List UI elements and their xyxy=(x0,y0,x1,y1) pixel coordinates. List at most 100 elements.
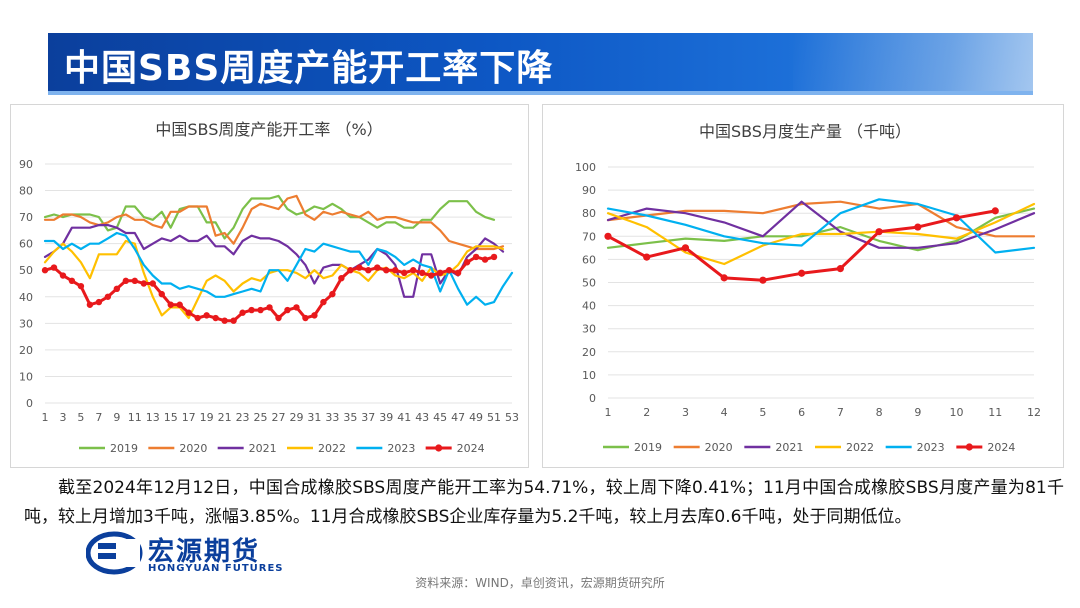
y-tick-label: 60 xyxy=(582,253,596,266)
data-point-2024 xyxy=(311,312,318,319)
data-point-2024 xyxy=(194,314,201,322)
legend-label-2021: 2021 xyxy=(775,441,803,454)
y-tick-label: 70 xyxy=(582,230,596,243)
y-tick-label: 20 xyxy=(19,344,33,357)
data-point-2024 xyxy=(320,298,327,306)
x-tick-label: 51 xyxy=(487,411,501,424)
x-tick-label: 8 xyxy=(876,406,883,419)
x-tick-label: 49 xyxy=(469,411,483,424)
x-tick-label: 35 xyxy=(343,411,357,424)
data-point-2024 xyxy=(875,228,883,236)
data-point-2024 xyxy=(77,282,85,290)
legend-label-2021: 2021 xyxy=(249,442,277,455)
data-point-2024 xyxy=(284,306,291,314)
y-tick-label: 10 xyxy=(19,370,33,383)
data-point-2024 xyxy=(122,277,130,285)
series-line-2020 xyxy=(43,194,505,251)
x-tick-label: 1 xyxy=(605,406,612,419)
data-point-2024 xyxy=(167,301,174,308)
data-point-2024 xyxy=(759,276,767,284)
x-tick-label: 9 xyxy=(914,406,921,419)
legend-label-2022: 2022 xyxy=(318,442,346,455)
data-point-2024 xyxy=(275,314,282,322)
x-tick-label: 3 xyxy=(682,406,689,419)
title-banner: 中国SBS周度产能开工率下降 xyxy=(48,33,1033,95)
data-point-2024 xyxy=(914,223,922,231)
company-logo: 宏源期货 HONGYUAN FUTURES xyxy=(86,531,316,575)
summary-text: 截至2024年12月12日，中国合成橡胶SBS周度产能开工率为54.71%，较上… xyxy=(24,478,1064,527)
data-point-2024 xyxy=(176,301,183,308)
weekly-utilization-chart: 中国SBS周度产能开工率 （%） 0 10 20 30 40 50 60 70 80 90 1 3 5 7 9… xyxy=(10,104,529,468)
x-tick-label: 13 xyxy=(146,411,160,424)
y-tick-label: 30 xyxy=(582,323,596,336)
x-tick-label: 7 xyxy=(95,411,102,424)
data-point-2024 xyxy=(410,267,417,274)
y-tick-label: 50 xyxy=(582,277,596,290)
data-point-2024 xyxy=(104,293,112,300)
x-tick-label: 45 xyxy=(433,411,447,424)
data-point-2024 xyxy=(392,267,399,274)
banner-underline xyxy=(48,91,1033,95)
data-point-2024 xyxy=(221,317,228,324)
data-point-2024 xyxy=(41,267,49,274)
data-point-2024 xyxy=(185,309,192,316)
data-point-2024 xyxy=(374,264,381,271)
chart-title: 中国SBS周度产能开工率 （%） xyxy=(155,120,382,139)
x-tick-label: 47 xyxy=(451,411,465,424)
x-tick-label: 23 xyxy=(236,411,250,424)
data-point-2024 xyxy=(257,306,264,314)
chart-title: 中国SBS月度生产量 （千吨） xyxy=(699,122,911,141)
data-point-2024 xyxy=(383,267,390,274)
data-source: 资料来源：WIND，卓创资讯，宏源期货研究所 xyxy=(415,576,665,590)
data-point-2024 xyxy=(490,253,498,261)
series-line-2022 xyxy=(43,239,505,320)
monthly-production-chart: 中国SBS月度生产量 （千吨） 0 10 20 30 40 50 60 70 80 90 100 1 2 3… xyxy=(542,104,1064,468)
y-tick-label: 20 xyxy=(582,346,596,359)
data-point-2024 xyxy=(356,264,363,271)
x-tick-label: 33 xyxy=(325,411,339,424)
series-line-2021 xyxy=(606,200,1036,249)
data-point-2024 xyxy=(338,274,345,282)
page-title: 中国SBS周度产能开工率下降 xyxy=(64,48,554,89)
data-point-2024 xyxy=(365,267,372,274)
data-point-2024 xyxy=(113,285,121,293)
data-point-2024 xyxy=(798,269,806,277)
logo-emblem xyxy=(86,531,143,575)
x-tick-label: 25 xyxy=(254,411,268,424)
data-point-2024 xyxy=(347,267,354,274)
legend-label-2020: 2020 xyxy=(705,441,733,454)
x-tick-label: 21 xyxy=(218,411,232,424)
data-point-2024 xyxy=(230,317,237,324)
data-point-2024 xyxy=(239,309,246,316)
data-point-2024 xyxy=(427,272,435,279)
data-point-2024 xyxy=(445,267,453,274)
legend-label-2023: 2023 xyxy=(917,441,945,454)
data-point-2024 xyxy=(203,312,210,319)
data-point-2024 xyxy=(59,272,67,279)
data-point-2024 xyxy=(149,280,156,287)
logo-name-cn: 宏源期货 xyxy=(148,537,261,567)
logo-name-en: HONGYUAN FUTURES xyxy=(148,563,284,574)
data-point-2024 xyxy=(472,253,480,261)
legend-label-2019: 2019 xyxy=(634,441,662,454)
data-point-2024 xyxy=(720,274,728,282)
legend-label-2024: 2024 xyxy=(987,441,1015,454)
y-tick-label: 0 xyxy=(589,392,596,405)
series-line-2023 xyxy=(606,198,1036,254)
x-tick-label: 15 xyxy=(164,411,178,424)
x-tick-label: 7 xyxy=(837,406,844,419)
data-point-2024 xyxy=(140,280,147,287)
data-point-2024 xyxy=(401,269,408,277)
legend-label-2020: 2020 xyxy=(179,442,207,455)
x-tick-label: 37 xyxy=(361,411,375,424)
x-tick-label: 31 xyxy=(307,411,321,424)
legend-label-2022: 2022 xyxy=(846,441,874,454)
legend-label-2019: 2019 xyxy=(110,442,138,455)
x-tick-label: 11 xyxy=(988,406,1002,419)
data-point-2024 xyxy=(436,269,444,277)
legend-marker-2024 xyxy=(965,443,973,451)
series-line-2021 xyxy=(43,224,505,298)
x-tick-label: 1 xyxy=(42,411,49,424)
